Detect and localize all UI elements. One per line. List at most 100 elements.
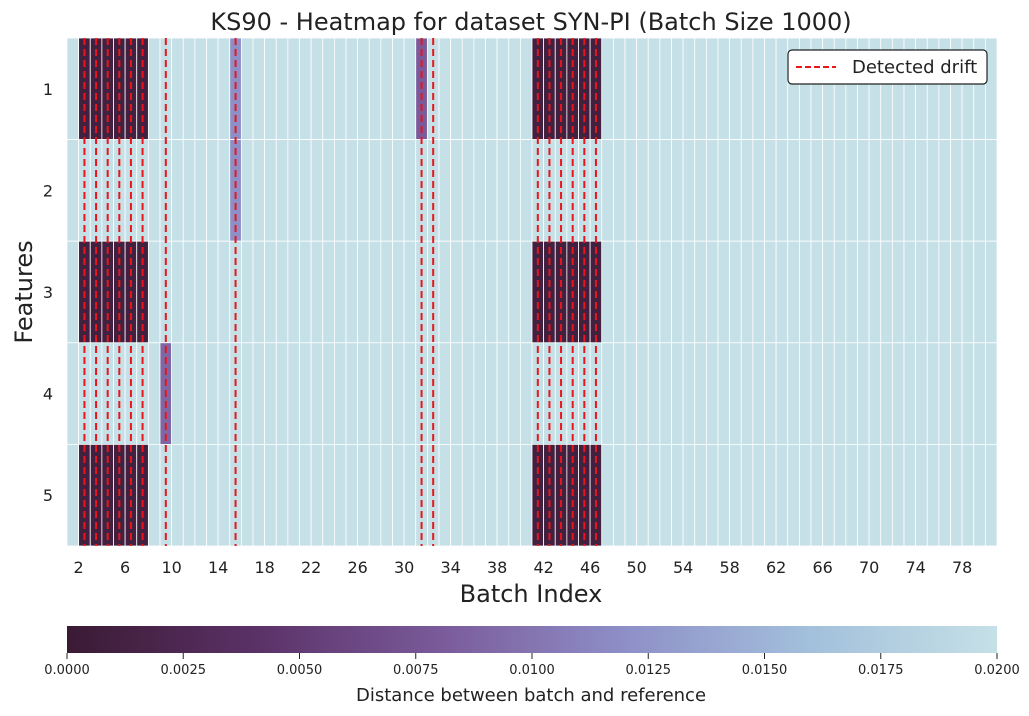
heatmap-cell xyxy=(368,139,382,242)
heatmap-cell xyxy=(275,139,289,242)
heatmap-cell xyxy=(450,443,463,547)
heatmap-cell xyxy=(473,443,486,547)
heatmap-cell xyxy=(147,240,161,344)
heatmap-cell xyxy=(717,37,731,140)
heatmap-cell xyxy=(182,139,196,242)
x-axis-label: Batch Index xyxy=(460,580,603,608)
heatmap-cells xyxy=(66,37,998,547)
legend: Detected drift xyxy=(787,49,988,85)
heatmap-cell xyxy=(508,443,521,547)
heatmap-cell xyxy=(368,240,382,344)
colorbar-tick-label: 0.0100 xyxy=(509,663,555,678)
heatmap-cell xyxy=(252,139,266,242)
heatmap-cell xyxy=(984,139,998,242)
y-tick-label: 3 xyxy=(43,283,53,302)
heatmap-cell xyxy=(601,139,614,242)
heatmap-cell xyxy=(310,139,324,242)
heatmap-cell xyxy=(496,139,510,242)
heatmap-cell xyxy=(287,240,300,344)
heatmap-cell xyxy=(182,240,196,344)
heatmap-cell xyxy=(636,139,649,242)
heatmap-cell xyxy=(694,37,707,140)
heatmap-cell xyxy=(147,342,161,445)
heatmap-cell xyxy=(264,139,277,242)
heatmap-cell xyxy=(194,240,207,344)
heatmap-cell xyxy=(403,37,417,140)
heatmap-cell xyxy=(891,139,905,242)
heatmap-cell xyxy=(287,139,300,242)
heatmap-cell xyxy=(845,443,858,547)
heatmap-cell xyxy=(380,443,393,547)
heatmap-cell xyxy=(647,342,661,445)
heatmap-cell xyxy=(798,342,812,445)
heatmap-cell xyxy=(671,342,684,445)
heatmap-cell xyxy=(345,342,359,445)
heatmap-cell xyxy=(775,240,789,344)
heatmap-cell xyxy=(310,37,324,140)
heatmap-cell xyxy=(357,240,370,344)
heatmap-cell xyxy=(217,240,231,344)
heatmap-cell xyxy=(810,139,824,242)
heatmap-cell xyxy=(403,139,417,242)
heatmap-cell xyxy=(299,37,312,140)
heatmap-cell xyxy=(671,443,684,547)
heatmap-cell xyxy=(519,240,533,344)
heatmap-cell xyxy=(740,443,754,547)
heatmap-cell xyxy=(380,240,393,344)
heatmap-cell xyxy=(485,37,498,140)
heatmap-cell xyxy=(671,37,684,140)
heatmap-cell xyxy=(810,240,824,344)
heatmap-cell xyxy=(624,342,638,445)
heatmap-cell xyxy=(194,342,207,445)
heatmap-cell xyxy=(287,37,300,140)
heatmap-cell xyxy=(705,37,719,140)
heatmap-cell xyxy=(694,240,707,344)
colorbar-tick-label: 0.0075 xyxy=(393,663,439,678)
heatmap-cell xyxy=(601,240,614,344)
heatmap-cell xyxy=(66,139,80,242)
heatmap-cell xyxy=(403,342,417,445)
heatmap-cell xyxy=(984,342,998,445)
heatmap-cell xyxy=(647,443,661,547)
heatmap-cell xyxy=(240,37,254,140)
heatmap-cell xyxy=(868,443,882,547)
heatmap-cell xyxy=(171,37,184,140)
heatmap-cell xyxy=(647,240,661,344)
heatmap-cell xyxy=(182,443,196,547)
y-tick-label: 1 xyxy=(43,80,53,99)
heatmap-cell xyxy=(926,240,940,344)
heatmap-cell xyxy=(461,37,475,140)
heatmap-cell xyxy=(450,342,463,445)
heatmap-cell xyxy=(798,240,812,344)
heatmap-cell xyxy=(775,37,789,140)
y-tick-label: 5 xyxy=(43,486,53,505)
heatmap-cell xyxy=(740,342,754,445)
heatmap-cell xyxy=(729,443,742,547)
heatmap-cell xyxy=(357,342,370,445)
heatmap-cell xyxy=(903,240,917,344)
heatmap-cell xyxy=(961,139,975,242)
x-tick-label: 30 xyxy=(394,558,414,577)
x-tick-label: 18 xyxy=(254,558,274,577)
heatmap-cell xyxy=(171,139,184,242)
heatmap-cell xyxy=(868,139,882,242)
heatmap-cell xyxy=(682,443,696,547)
heatmap-cell xyxy=(275,342,289,445)
heatmap-cell xyxy=(194,139,207,242)
heatmap-cell xyxy=(508,240,521,344)
heatmap-cell xyxy=(694,342,707,445)
heatmap-cell xyxy=(66,443,80,547)
heatmap-cell xyxy=(310,240,324,344)
heatmap-cell xyxy=(891,342,905,445)
heatmap-cell xyxy=(601,37,614,140)
heatmap-cell xyxy=(612,443,626,547)
heatmap-cell xyxy=(147,37,161,140)
heatmap-cell xyxy=(473,37,486,140)
heatmap-cell xyxy=(240,240,254,344)
heatmap-cell xyxy=(438,240,452,344)
colorbar-tick-label: 0.0025 xyxy=(161,663,207,678)
heatmap-cell xyxy=(345,139,359,242)
heatmap-cell xyxy=(147,139,161,242)
heatmap-cell xyxy=(66,37,80,140)
colorbar xyxy=(67,626,997,653)
